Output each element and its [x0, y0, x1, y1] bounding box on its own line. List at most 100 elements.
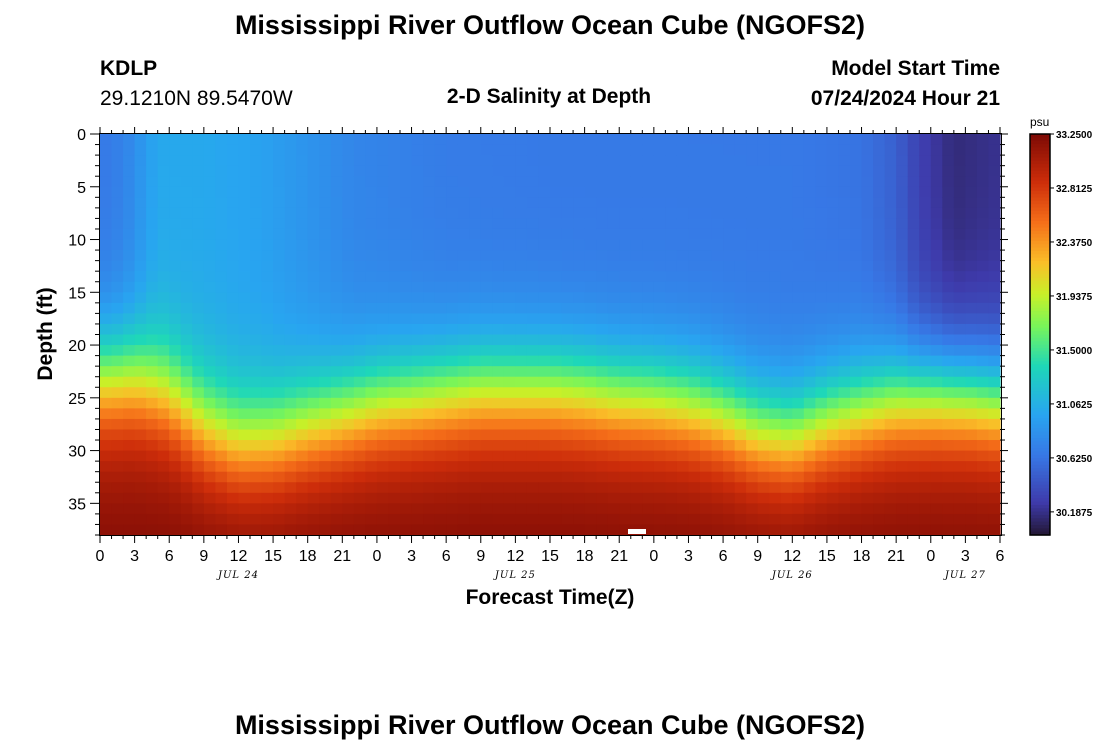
- heatmap-cell: [769, 165, 782, 177]
- heatmap-cell: [850, 376, 863, 388]
- heatmap-cell: [665, 239, 678, 251]
- heatmap-cell: [780, 397, 793, 409]
- heatmap-cell: [319, 197, 332, 209]
- heatmap-cell: [123, 492, 136, 504]
- heatmap-cell: [226, 397, 240, 409]
- heatmap-cell: [400, 482, 413, 494]
- heatmap-cell: [976, 503, 990, 515]
- heatmap-cell: [642, 323, 655, 336]
- heatmap-cell: [769, 250, 782, 262]
- heatmap-cell: [157, 292, 170, 304]
- heatmap-cell: [526, 134, 540, 146]
- heatmap-cell: [942, 482, 955, 494]
- heatmap-cell: [342, 271, 355, 283]
- heatmap-cell: [676, 281, 690, 293]
- heatmap-cell: [596, 355, 609, 367]
- heatmap-cell: [930, 492, 943, 504]
- heatmap-cell: [250, 313, 263, 325]
- heatmap-cell: [988, 176, 1001, 188]
- heatmap-cell: [665, 228, 678, 241]
- heatmap-cell: [757, 513, 770, 526]
- heatmap-cell: [838, 165, 851, 177]
- heatmap-cell: [388, 207, 401, 220]
- heatmap-cell: [261, 186, 274, 198]
- heatmap-cell: [965, 271, 978, 283]
- heatmap-cell: [642, 186, 655, 198]
- heatmap-cell: [515, 207, 528, 220]
- heatmap-cell: [861, 355, 874, 367]
- heatmap-cell: [238, 450, 251, 462]
- colorbar-band: [1030, 294, 1050, 299]
- heatmap-cell: [596, 429, 609, 441]
- heatmap-cell: [238, 260, 251, 272]
- heatmap-cell: [100, 260, 113, 272]
- heatmap-cell: [953, 165, 966, 177]
- heatmap-cell: [469, 281, 482, 293]
- heatmap-cell: [469, 334, 482, 346]
- heatmap-cell: [469, 228, 482, 241]
- heatmap-cell: [965, 155, 978, 167]
- heatmap-cell: [515, 366, 528, 378]
- heatmap-cell: [653, 281, 666, 293]
- heatmap-cell: [215, 334, 228, 346]
- heatmap-cell: [573, 271, 586, 283]
- heatmap-cell: [353, 144, 366, 156]
- heatmap-cell: [919, 134, 932, 146]
- heatmap-cell: [538, 197, 551, 209]
- heatmap-cell: [965, 134, 978, 146]
- heatmap-cell: [757, 155, 770, 167]
- heatmap-cell: [607, 323, 620, 336]
- heatmap-cell: [169, 207, 182, 220]
- heatmap-cell: [550, 461, 563, 473]
- heatmap-cell: [330, 387, 343, 399]
- heatmap-cell: [353, 524, 366, 536]
- heatmap-cell: [400, 176, 413, 188]
- heatmap-cell: [873, 250, 886, 262]
- heatmap-cell: [169, 408, 182, 420]
- heatmap-cell: [769, 239, 782, 251]
- heatmap-cell: [492, 239, 505, 251]
- heatmap-cell: [746, 440, 759, 452]
- heatmap-cell: [273, 250, 286, 262]
- heatmap-cell: [919, 313, 932, 325]
- heatmap-cell: [457, 218, 470, 230]
- heatmap-cell: [953, 334, 966, 346]
- heatmap-cell: [503, 250, 516, 262]
- colorbar-band: [1030, 354, 1050, 359]
- heatmap-cell: [573, 440, 586, 452]
- heatmap-cell: [919, 197, 932, 209]
- heatmap-cell: [930, 144, 943, 156]
- heatmap-cell: [400, 260, 413, 272]
- heatmap-cell: [400, 239, 413, 251]
- heatmap-cell: [700, 387, 713, 399]
- heatmap-cell: [573, 471, 586, 483]
- heatmap-cell: [561, 207, 574, 220]
- heatmap-cell: [619, 281, 632, 293]
- heatmap-cell: [780, 366, 793, 378]
- heatmap-cell: [873, 345, 886, 357]
- heatmap-cell: [250, 250, 263, 262]
- heatmap-cell: [723, 323, 736, 336]
- heatmap-cell: [284, 228, 297, 241]
- heatmap-cell: [238, 440, 251, 452]
- heatmap-cell: [873, 239, 886, 251]
- heatmap-cell: [480, 482, 493, 494]
- heatmap-cell: [411, 513, 424, 526]
- heatmap-cell: [180, 313, 193, 325]
- heatmap-cell: [665, 334, 678, 346]
- heatmap-cell: [469, 134, 482, 146]
- heatmap-cell: [665, 186, 678, 198]
- heatmap-cell: [169, 239, 182, 251]
- heatmap-cell: [434, 292, 447, 304]
- heatmap-cell: [607, 176, 620, 188]
- heatmap-cell: [873, 292, 886, 304]
- heatmap-cell: [423, 408, 436, 420]
- heatmap-cell: [953, 461, 966, 473]
- heatmap-cell: [665, 471, 678, 483]
- heatmap-cell: [896, 418, 909, 431]
- colorbar-band: [1030, 418, 1050, 422]
- heatmap-cell: [261, 408, 274, 420]
- heatmap-cell: [203, 397, 216, 409]
- heatmap-cell: [700, 197, 713, 209]
- colorbar-band: [1030, 174, 1050, 179]
